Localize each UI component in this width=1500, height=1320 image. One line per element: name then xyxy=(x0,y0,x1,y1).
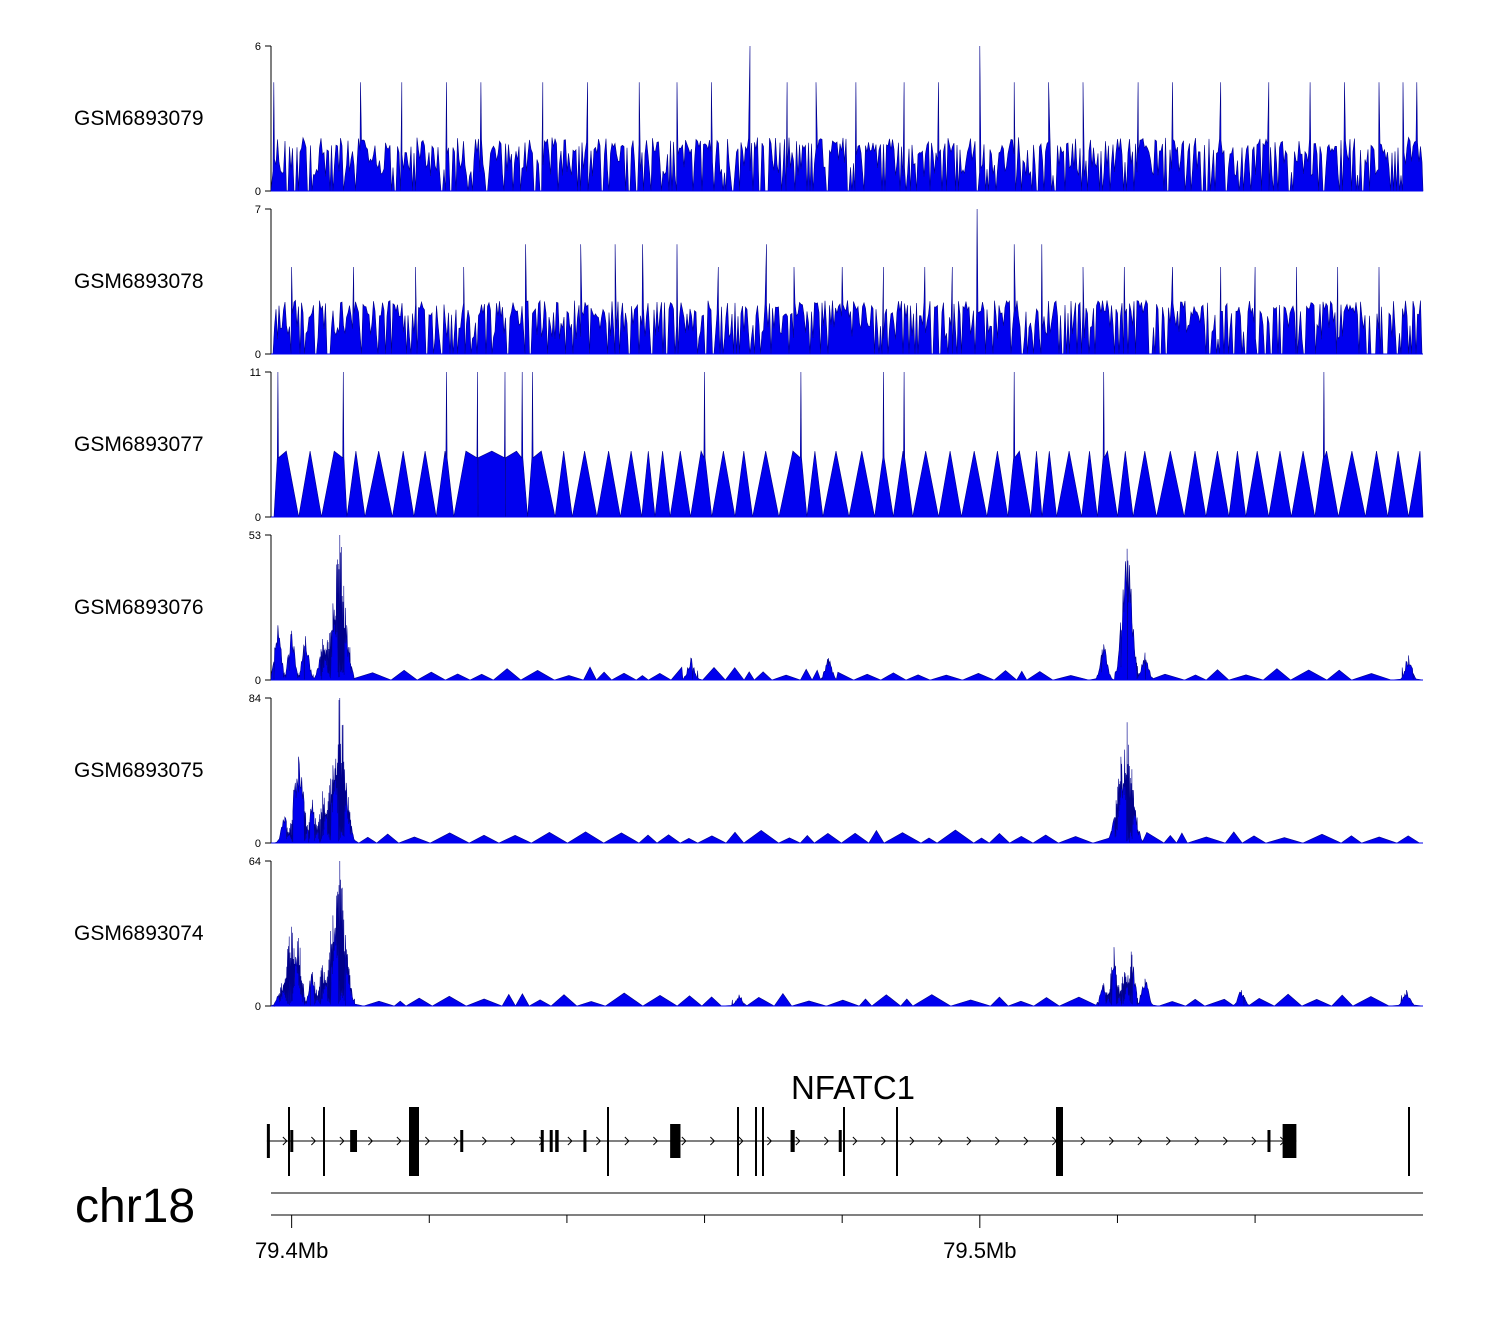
strand-arrow xyxy=(767,1136,773,1146)
strand-arrow xyxy=(1223,1136,1229,1146)
coverage-area xyxy=(270,45,1424,192)
strand-arrow xyxy=(339,1136,345,1146)
gene-exon xyxy=(409,1107,419,1176)
strand-arrow xyxy=(482,1136,488,1146)
coverage-tracks: GSM689307960GSM689307870GSM6893077110GSM… xyxy=(74,41,1424,1013)
strand-arrow xyxy=(396,1136,402,1146)
strand-arrow xyxy=(881,1136,887,1146)
track-label: GSM6893077 xyxy=(74,433,204,456)
strand-arrow xyxy=(282,1136,288,1146)
axis-tick-label: 79.5Mb xyxy=(943,1238,1016,1263)
strand-arrow xyxy=(368,1136,374,1146)
strand-arrow xyxy=(311,1136,317,1146)
genome-axis: chr18 79.4Mb 79.5Mb xyxy=(75,1180,1423,1263)
strand-arrow xyxy=(1109,1136,1115,1146)
gene-exon xyxy=(1267,1130,1271,1152)
gene-exon xyxy=(1056,1107,1063,1176)
strand-arrow xyxy=(995,1136,1001,1146)
strand-arrow xyxy=(1194,1136,1200,1146)
chromosome-label: chr18 xyxy=(75,1180,195,1233)
gene-exon xyxy=(290,1130,294,1152)
strand-arrow xyxy=(596,1136,602,1146)
track-ymin-label: 0 xyxy=(255,349,261,361)
track-ymin-label: 0 xyxy=(255,186,261,198)
gene-exon xyxy=(1282,1124,1297,1158)
track-ymin-label: 0 xyxy=(255,675,261,687)
gene-exon xyxy=(540,1130,544,1152)
track-ymax-label: 7 xyxy=(255,204,261,216)
track-label: GSM6893074 xyxy=(74,922,204,945)
strand-arrow xyxy=(425,1136,431,1146)
strand-arrow xyxy=(681,1136,687,1146)
track-GSM6893079: GSM6893079 6 0 xyxy=(74,41,1424,198)
track-ymax-label: 53 xyxy=(249,530,261,542)
gene-exon xyxy=(838,1130,842,1152)
strand-arrow xyxy=(738,1136,744,1146)
track-label: GSM6893075 xyxy=(74,759,204,782)
strand-arrow xyxy=(1166,1136,1172,1146)
strand-arrow xyxy=(1023,1136,1029,1146)
strand-arrow xyxy=(1137,1136,1143,1146)
track-GSM6893076: GSM6893076 53 0 xyxy=(74,530,1424,687)
track-label: GSM6893076 xyxy=(74,596,204,619)
track-label: GSM6893078 xyxy=(74,270,204,293)
strand-arrow xyxy=(710,1136,716,1146)
strand-arrow xyxy=(1080,1136,1086,1146)
gene-exon xyxy=(790,1130,795,1152)
track-ymin-label: 0 xyxy=(255,512,261,524)
coverage-area xyxy=(271,208,1423,355)
strand-arrow xyxy=(909,1136,915,1146)
track-label: GSM6893079 xyxy=(74,107,204,130)
track-ymax-label: 64 xyxy=(249,856,261,868)
strand-arrow xyxy=(567,1136,573,1146)
coverage-area xyxy=(270,534,1424,681)
coverage-area xyxy=(271,371,1424,518)
track-ymax-label: 84 xyxy=(249,693,261,705)
track-GSM6893077: GSM6893077 11 0 xyxy=(74,367,1424,524)
strand-arrow xyxy=(1251,1136,1257,1146)
track-ymax-label: 6 xyxy=(255,41,261,53)
track-GSM6893075: GSM6893075 84 0 xyxy=(74,693,1423,850)
track-GSM6893074: GSM6893074 64 0 xyxy=(74,856,1424,1013)
gene-track: NFATC1 xyxy=(266,1069,1410,1176)
gene-exon xyxy=(266,1124,270,1158)
strand-arrow xyxy=(624,1136,630,1146)
strand-arrow xyxy=(938,1136,944,1146)
coverage-area xyxy=(270,860,1424,1007)
gene-exon xyxy=(583,1130,587,1152)
strand-arrow xyxy=(453,1136,459,1146)
gene-exon xyxy=(670,1124,681,1158)
track-ymax-label: 11 xyxy=(250,367,261,379)
strand-arrow xyxy=(852,1136,858,1146)
coverage-area xyxy=(271,697,1423,844)
gene-exon xyxy=(549,1130,553,1152)
strand-arrow xyxy=(795,1136,801,1146)
gene-name-label: NFATC1 xyxy=(791,1069,915,1106)
gene-exon xyxy=(460,1130,464,1152)
track-ymin-label: 0 xyxy=(255,838,261,850)
gene-exon xyxy=(555,1130,559,1152)
track-GSM6893078: GSM6893078 7 0 xyxy=(74,204,1423,361)
strand-arrow xyxy=(653,1136,659,1146)
strand-arrow xyxy=(510,1136,516,1146)
track-ymin-label: 0 xyxy=(255,1001,261,1013)
gene-exon xyxy=(350,1130,358,1152)
strand-arrow xyxy=(966,1136,972,1146)
axis-tick-label: 79.4Mb xyxy=(255,1238,328,1263)
strand-arrow xyxy=(824,1136,830,1146)
